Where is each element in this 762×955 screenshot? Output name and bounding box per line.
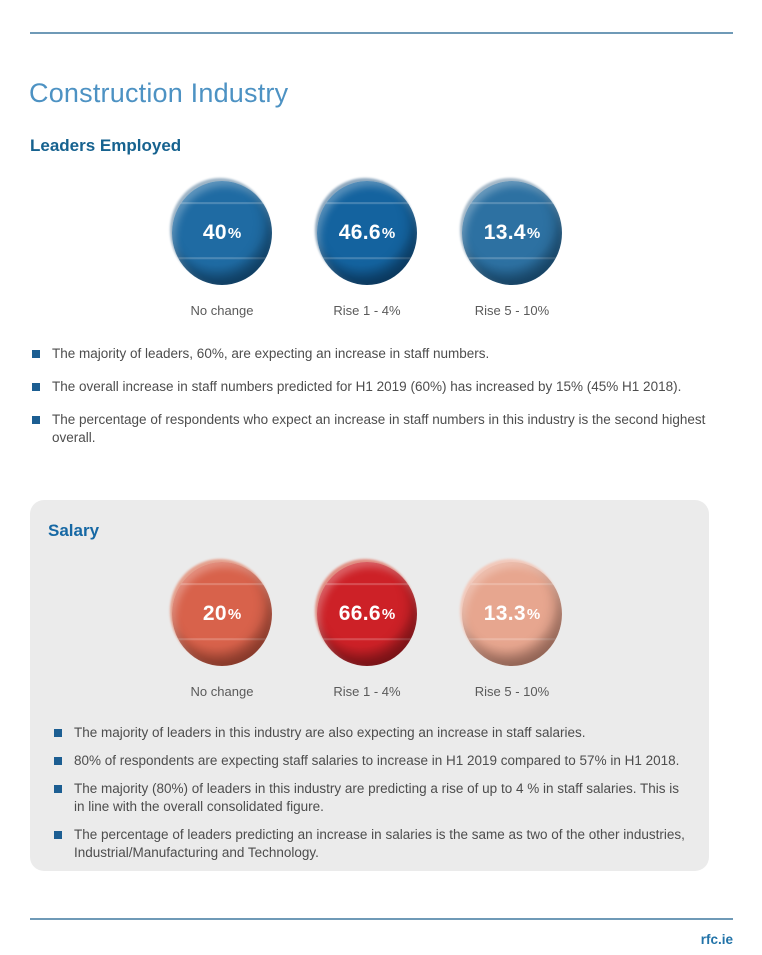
stat-value: 13.4	[483, 221, 526, 244]
bullet-item: The percentage of respondents who expect…	[32, 411, 708, 447]
stat-label: Rise 5 - 10%	[474, 303, 550, 318]
stat-circle-rise-1-4: 66.6%	[317, 562, 417, 666]
bullet-square-icon	[32, 350, 40, 358]
stat-label: No change	[190, 303, 254, 318]
stat-value: 66.6	[338, 602, 381, 625]
percent-sign: %	[227, 605, 242, 623]
bullet-item: 80% of respondents are expecting staff s…	[54, 752, 686, 770]
bullet-square-icon	[54, 831, 62, 839]
salary-bullets: The majority of leaders in this industry…	[54, 724, 686, 872]
salary-panel: Salary 20% No change 66.6% Rise 1 - 4% 1…	[30, 500, 709, 871]
bullet-text: The percentage of respondents who expect…	[52, 412, 706, 445]
stat-value: 13.3	[483, 602, 526, 625]
leaders-employed-stats: 40% No change 46.6% Rise 1 - 4% 13.4% Ri…	[172, 181, 562, 318]
salary-heading: Salary	[48, 521, 100, 540]
stat-no-change: 20% No change	[172, 562, 272, 699]
stat-circle-no-change: 40%	[172, 181, 272, 285]
bullet-text: The majority of leaders, 60%, are expect…	[52, 346, 490, 361]
stat-label: Rise 1 - 4%	[333, 303, 401, 318]
bullet-text: The majority of leaders in this industry…	[74, 725, 586, 740]
stat-label: No change	[190, 684, 254, 699]
salary-stats: 20% No change 66.6% Rise 1 - 4% 13.3% Ri…	[172, 562, 562, 699]
stat-circle-rise-1-4: 46.6%	[317, 181, 417, 285]
bullet-text: 80% of respondents are expecting staff s…	[74, 753, 680, 768]
stat-circle-rise-5-10: 13.3%	[462, 562, 562, 666]
stat-rise-5-10: 13.3% Rise 5 - 10%	[462, 562, 562, 699]
stat-value: 20	[202, 602, 227, 625]
bullet-item: The majority (80%) of leaders in this in…	[54, 780, 686, 816]
stat-value: 40	[202, 221, 227, 244]
bullet-item: The majority of leaders, 60%, are expect…	[32, 345, 708, 363]
stat-circle-rise-5-10: 13.4%	[462, 181, 562, 285]
bullet-square-icon	[54, 785, 62, 793]
bullet-item: The percentage of leaders predicting an …	[54, 826, 686, 862]
bullet-text: The overall increase in staff numbers pr…	[52, 379, 682, 394]
bullet-square-icon	[54, 757, 62, 765]
bullet-text: The percentage of leaders predicting an …	[74, 827, 685, 860]
stat-rise-1-4: 66.6% Rise 1 - 4%	[317, 562, 417, 699]
stat-value: 46.6	[338, 221, 381, 244]
percent-sign: %	[381, 224, 396, 242]
stat-rise-5-10: 13.4% Rise 5 - 10%	[462, 181, 562, 318]
stat-circle-no-change: 20%	[172, 562, 272, 666]
leaders-employed-heading: Leaders Employed	[30, 136, 182, 155]
stat-rise-1-4: 46.6% Rise 1 - 4%	[317, 181, 417, 318]
bullet-square-icon	[32, 416, 40, 424]
bullet-text: The majority (80%) of leaders in this in…	[74, 781, 680, 814]
stat-label: Rise 5 - 10%	[474, 684, 550, 699]
stat-label: Rise 1 - 4%	[333, 684, 401, 699]
bullet-square-icon	[32, 383, 40, 391]
percent-sign: %	[381, 605, 396, 623]
percent-sign: %	[526, 224, 541, 242]
top-divider	[30, 32, 733, 34]
percent-sign: %	[227, 224, 242, 242]
percent-sign: %	[526, 605, 541, 623]
page-title: Construction Industry	[29, 78, 289, 108]
stat-no-change: 40% No change	[172, 181, 272, 318]
bullet-square-icon	[54, 729, 62, 737]
leaders-employed-bullets: The majority of leaders, 60%, are expect…	[32, 345, 708, 462]
footer-link[interactable]: rfc.ie	[700, 932, 733, 947]
bullet-item: The majority of leaders in this industry…	[54, 724, 686, 742]
bullet-item: The overall increase in staff numbers pr…	[32, 378, 708, 396]
bottom-divider	[30, 918, 733, 920]
